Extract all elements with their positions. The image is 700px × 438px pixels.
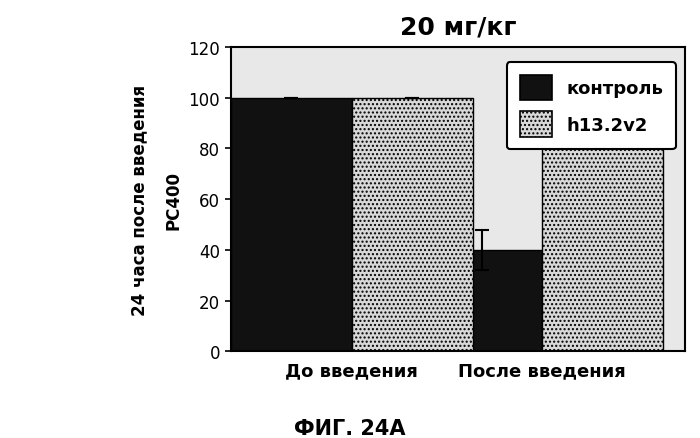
Bar [351,99,473,352]
Bar [542,111,664,352]
Bar [230,99,351,352]
Title: 20 мг/кг: 20 мг/кг [400,15,516,39]
Text: 24 часа после введения: 24 часа после введения [131,85,148,315]
Bar [421,250,542,352]
Y-axis label: РС400: РС400 [164,170,183,229]
Legend: контроль, h13.2v2: контроль, h13.2v2 [507,63,676,150]
Text: ФИГ. 24А: ФИГ. 24А [294,418,406,438]
